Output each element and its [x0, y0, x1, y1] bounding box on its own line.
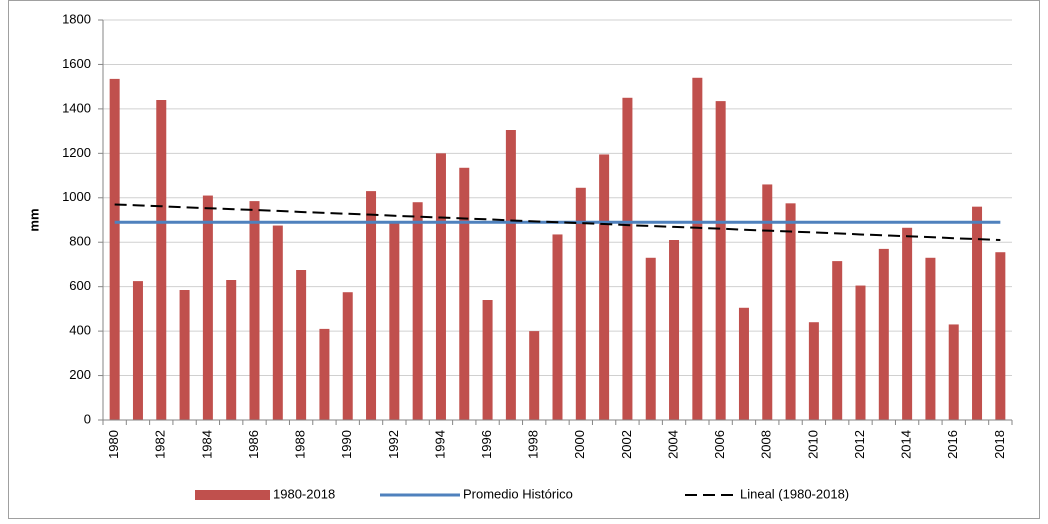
bar	[109, 78, 120, 420]
bar	[925, 257, 936, 420]
x-tick-label: 1980	[106, 430, 121, 459]
x-tick-label: 1984	[199, 430, 214, 459]
bar	[249, 201, 260, 420]
bar	[342, 292, 353, 420]
x-tick-label: 2002	[619, 430, 634, 459]
bar	[948, 324, 959, 420]
bar	[552, 234, 563, 420]
bar	[995, 252, 1006, 420]
bar	[575, 187, 586, 420]
x-tick-label: 1994	[432, 430, 447, 459]
bar	[529, 331, 540, 420]
bar	[972, 206, 983, 420]
y-tick-label: 0	[84, 411, 91, 426]
bar	[692, 77, 703, 421]
y-tick-label: 1400	[62, 100, 91, 115]
chart-border	[8, 0, 1040, 519]
x-tick-label: 2008	[759, 430, 774, 459]
legend-label: Promedio Histórico	[463, 486, 573, 501]
bar	[389, 222, 400, 420]
bar	[156, 100, 167, 420]
bar	[785, 203, 796, 420]
x-tick-label: 1982	[153, 430, 168, 459]
bar	[319, 328, 330, 420]
legend-label: Lineal (1980-2018)	[740, 486, 849, 501]
y-axis-title: mm	[26, 208, 41, 231]
bar	[202, 195, 213, 420]
x-tick-label: 1992	[386, 430, 401, 459]
bar	[132, 281, 143, 420]
legend-swatch	[195, 490, 270, 500]
y-tick-label: 1600	[62, 56, 91, 71]
bar	[902, 227, 913, 420]
bar	[762, 184, 773, 420]
bar	[855, 285, 866, 420]
y-tick-label: 1800	[62, 11, 91, 26]
x-tick-label: 2018	[992, 430, 1007, 459]
y-tick-label: 800	[69, 234, 91, 249]
x-tick-label: 2010	[805, 430, 820, 459]
x-tick-label: 1998	[526, 430, 541, 459]
x-tick-label: 2014	[899, 430, 914, 459]
x-tick-label: 1996	[479, 430, 494, 459]
bar	[272, 225, 283, 420]
y-tick-label: 400	[69, 323, 91, 338]
bar	[645, 257, 656, 420]
bar	[505, 130, 516, 420]
y-tick-label: 1200	[62, 145, 91, 160]
line-series	[114, 203, 1001, 241]
x-tick-label: 2000	[572, 430, 587, 459]
bar	[599, 154, 610, 420]
bar	[482, 300, 493, 420]
bar	[179, 290, 190, 420]
bar	[738, 307, 749, 420]
y-tick-label: 1000	[62, 189, 91, 204]
y-tick-label: 200	[69, 367, 91, 382]
bar	[808, 322, 819, 420]
bar	[459, 167, 470, 420]
bar	[669, 240, 680, 420]
legend-label: 1980-2018	[273, 486, 335, 501]
x-tick-label: 2012	[852, 430, 867, 459]
bar	[296, 270, 307, 420]
x-tick-label: 2016	[945, 430, 960, 459]
x-tick-label: 2004	[665, 430, 680, 459]
x-tick-label: 1988	[293, 430, 308, 459]
bar	[366, 191, 377, 420]
x-tick-label: 1990	[339, 430, 354, 459]
bar	[226, 280, 237, 420]
bar	[435, 153, 446, 421]
bar	[412, 202, 423, 420]
bar	[715, 101, 726, 420]
bar	[832, 261, 843, 420]
x-tick-label: 2006	[712, 430, 727, 459]
bar	[622, 97, 633, 421]
x-tick-label: 1986	[246, 430, 261, 459]
bar	[878, 248, 889, 420]
y-tick-label: 600	[69, 278, 91, 293]
